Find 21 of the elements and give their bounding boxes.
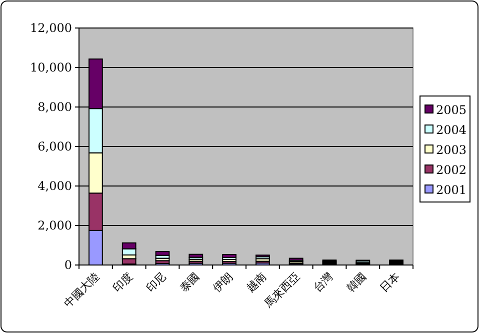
x-tick-label: 中國大陸: [62, 270, 102, 310]
x-tick-label: 日本: [378, 270, 402, 295]
x-tick-label: 伊朗: [210, 270, 236, 295]
legend-label: 2002: [436, 163, 467, 177]
y-tick-label: 8,000: [38, 100, 72, 114]
x-tick-label: 印度: [110, 270, 136, 295]
legend-label: 2005: [436, 103, 467, 117]
x-tick-label: 韓國: [344, 270, 370, 295]
y-tick-label: 10,000: [30, 60, 72, 74]
legend-label: 2003: [436, 143, 467, 157]
y-tick-label: 12,000: [30, 21, 72, 35]
legend-label: 2004: [436, 123, 467, 137]
x-tick-label: 越南: [244, 270, 269, 295]
y-tick-label: 4,000: [38, 179, 72, 193]
x-tick-label: 台灣: [310, 270, 336, 295]
y-tick-label: 0: [64, 258, 72, 272]
x-tick-label: 泰國: [177, 270, 202, 295]
y-tick-label: 2,000: [38, 218, 72, 232]
x-tick-label: 印尼: [144, 270, 169, 295]
y-tick-label: 6,000: [38, 140, 72, 154]
legend-label: 2001: [436, 183, 467, 197]
